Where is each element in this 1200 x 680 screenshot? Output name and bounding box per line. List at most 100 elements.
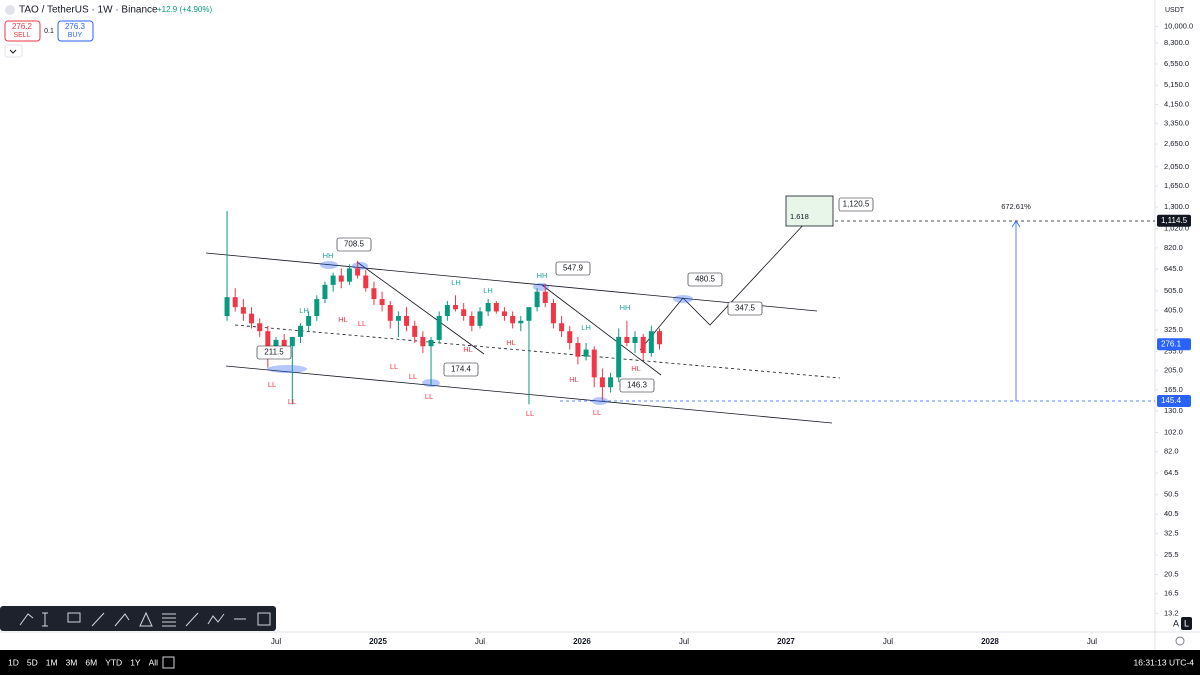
y-tick-label: 165.0	[1164, 385, 1183, 394]
buy-label: BUY	[68, 32, 83, 39]
candle-body	[542, 291, 548, 304]
candle-body	[257, 323, 263, 332]
candle-body	[550, 303, 556, 324]
candle-body	[346, 268, 352, 282]
symbol[interactable]: TAO / TetherUS · 1W · Binance	[19, 5, 158, 16]
pivot-label: HL	[506, 338, 516, 347]
pivot-label: HH	[537, 271, 548, 280]
y-tick-label: 2,050.0	[1164, 162, 1189, 171]
y-tick-label: 102.0	[1164, 427, 1183, 436]
pivot-label: HL	[569, 375, 579, 384]
y-tick-label: 50.5	[1164, 490, 1179, 499]
candle-body	[583, 349, 589, 357]
candle-body	[591, 349, 597, 378]
currency[interactable]: USDT	[1165, 7, 1185, 14]
pivot-label: LH	[299, 306, 309, 315]
pivot-label: LL	[409, 372, 417, 381]
pivot-label: LL	[425, 392, 433, 401]
callout-box	[727, 301, 763, 316]
candle-body	[240, 307, 246, 314]
toolbar-icons[interactable]	[19, 611, 271, 627]
change: +12.9 (+4.90%)	[157, 5, 212, 14]
candle-body	[387, 305, 393, 321]
y-tick-label: 32.5	[1164, 529, 1179, 538]
x-tick-label: Jul	[475, 637, 485, 646]
range-button[interactable]: 1Y	[130, 657, 141, 667]
candle-body	[314, 299, 320, 316]
candle-body	[265, 331, 271, 350]
fib-level: 1.618	[790, 212, 809, 221]
callout-label: 146.3	[627, 381, 648, 390]
candle-body	[306, 315, 312, 326]
clock: 16:31:13 UTC-4	[1134, 657, 1195, 667]
pivot-label: HH	[620, 303, 631, 312]
candle-body	[420, 336, 426, 347]
x-tick-label: 2025	[369, 637, 387, 646]
chevron	[9, 49, 17, 54]
candle-body	[355, 268, 361, 276]
price-label: 276.1	[1161, 339, 1182, 348]
candle-body	[232, 297, 238, 308]
candle-body	[412, 325, 418, 337]
scale-button[interactable]: L	[1184, 618, 1189, 628]
y-tick-label: 1,300.0	[1164, 202, 1189, 211]
range-button[interactable]: 1D	[8, 657, 19, 667]
range-button[interactable]: 6M	[85, 657, 97, 667]
pivot-label: LL	[288, 397, 296, 406]
range-button[interactable]: 5D	[27, 657, 38, 667]
callout-label: 708.5	[344, 240, 365, 249]
candle-body	[453, 305, 459, 310]
range-button[interactable]: 1M	[46, 657, 58, 667]
range-button[interactable]: 3M	[66, 657, 78, 667]
candle-body	[461, 309, 467, 316]
callout-box	[443, 362, 479, 377]
y-tick-label: 13.2	[1164, 608, 1179, 617]
x-tick-label: Jul	[271, 637, 281, 646]
y-tick-label: 205.0	[1164, 366, 1183, 375]
pivot-label: HL	[631, 364, 641, 373]
y-tick-label: 40.5	[1164, 509, 1179, 518]
sell-price: 276.2	[12, 22, 33, 31]
candle-body	[338, 275, 344, 282]
candle-body	[616, 336, 622, 378]
pivot-label: HL	[463, 345, 473, 354]
scale-button[interactable]: A	[1173, 618, 1179, 628]
pivot-label: LH	[581, 323, 591, 332]
y-tick-label: 3,350.0	[1164, 118, 1189, 127]
x-tick-label: Jul	[679, 637, 689, 646]
y-tick-label: 64.5	[1164, 468, 1179, 477]
x-tick-label: 2027	[777, 637, 795, 646]
candle-body	[648, 331, 654, 354]
settings-icon[interactable]	[1175, 636, 1185, 646]
y-tick-label: 82.0	[1164, 447, 1179, 456]
spread: 0.1	[44, 28, 54, 35]
buy-button[interactable]	[57, 20, 94, 42]
callout-label: 547.9	[563, 264, 584, 273]
y-tick-label: 505.0	[1164, 286, 1183, 295]
candle-body	[273, 339, 279, 350]
candle-body	[330, 275, 336, 285]
pivot-label: LH	[451, 278, 461, 287]
candle-body	[526, 307, 532, 321]
y-tick-label: 645.0	[1164, 264, 1183, 273]
candle-body	[444, 305, 450, 316]
callout-label: 1,120.5	[843, 200, 870, 209]
y-tick-label: 130.0	[1164, 406, 1183, 415]
calendar-icon[interactable]	[162, 656, 175, 669]
y-tick-label: 6,550.0	[1164, 59, 1189, 68]
candle-body	[493, 303, 499, 312]
measure-label: 672.61%	[1001, 202, 1031, 211]
callout-box	[687, 272, 723, 287]
collapse-button[interactable]	[4, 44, 23, 58]
sell-button[interactable]	[4, 20, 41, 42]
range-button[interactable]: All	[149, 657, 159, 667]
candle-body	[575, 343, 581, 357]
callout-label: 347.5	[735, 304, 756, 313]
y-tick-label: 10,000.0	[1164, 21, 1193, 30]
range-button[interactable]: YTD	[105, 657, 122, 667]
callout-label: 174.4	[451, 365, 472, 374]
y-tick-label: 8,300.0	[1164, 38, 1189, 47]
candle-body	[469, 315, 475, 326]
